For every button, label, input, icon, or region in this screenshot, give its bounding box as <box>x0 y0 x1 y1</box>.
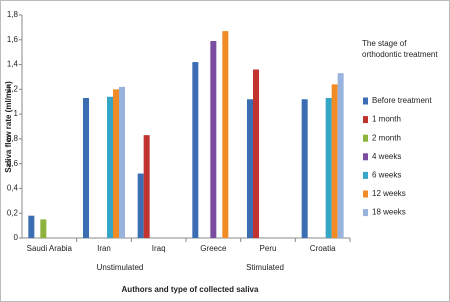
bar <box>83 98 89 238</box>
y-axis-title: Saliva flow rate (ml/min) <box>4 81 13 173</box>
legend-swatch <box>363 97 368 105</box>
x-tick-label: Iran <box>97 244 111 253</box>
bar <box>210 41 217 239</box>
legend-title: The stage of orthodontic treatment <box>362 39 438 59</box>
bar <box>325 98 332 238</box>
x-tick-label: Croatia <box>310 244 336 253</box>
bar <box>337 73 344 238</box>
legend-label: 2 month <box>372 133 401 142</box>
legend-swatch <box>363 190 368 198</box>
legend-swatch <box>363 134 368 142</box>
y-tick-label: 1,2 <box>7 84 19 93</box>
legend-label: 4 weeks <box>372 152 401 161</box>
bar <box>113 89 119 238</box>
legend-label: 1 month <box>372 115 401 124</box>
bar <box>247 99 253 238</box>
bar <box>40 219 47 238</box>
group-label: Stimulated <box>246 263 284 272</box>
y-tick-label: 0,4 <box>7 184 19 193</box>
x-tick-label: Peru <box>260 244 277 253</box>
y-tick-label: 0,8 <box>7 134 19 143</box>
y-tick-label: 0 <box>14 233 19 242</box>
bar <box>301 99 308 238</box>
bar <box>222 31 229 238</box>
legend-label: 18 weeks <box>372 208 406 217</box>
x-tick-label: Saudi Arabia <box>27 244 73 253</box>
legend-label: 12 weeks <box>372 189 406 198</box>
bar <box>143 135 150 238</box>
legend-swatch <box>363 116 368 124</box>
bar <box>137 173 144 238</box>
legend-swatch <box>363 171 368 179</box>
bar <box>119 86 125 238</box>
x-tick-label: Greece <box>200 244 227 253</box>
x-axis-title: Authors and type of collected saliva <box>122 285 259 294</box>
group-label: Unstimulated <box>97 263 144 272</box>
bar <box>253 69 259 238</box>
legend-swatch <box>363 209 368 217</box>
y-tick-label: 1 <box>14 109 19 118</box>
y-tick-label: 1,6 <box>7 35 19 44</box>
y-tick-label: 1,4 <box>7 60 19 69</box>
y-tick-label: 0,2 <box>7 208 19 217</box>
bar <box>28 215 35 238</box>
x-tick-label: Iraq <box>152 244 166 253</box>
y-tick-label: 1,8 <box>7 10 19 19</box>
bar <box>192 62 199 239</box>
y-tick-label: 0,6 <box>7 159 19 168</box>
bar <box>107 96 113 239</box>
legend-label: Before treatment <box>372 96 432 105</box>
legend-label: 6 weeks <box>372 171 401 180</box>
bar <box>331 84 338 238</box>
legend-swatch <box>363 153 368 161</box>
